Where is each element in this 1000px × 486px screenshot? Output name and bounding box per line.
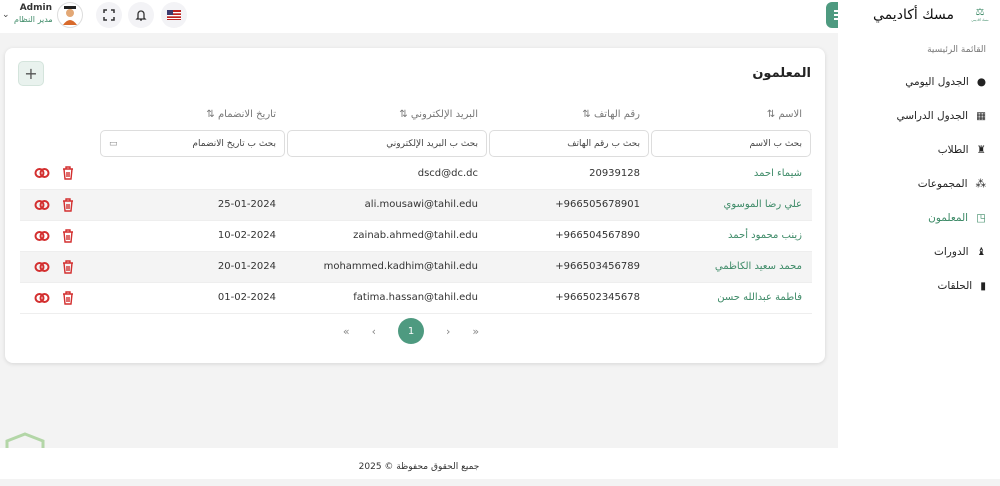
teacher-name[interactable]: محمد سعيد الكاظمي	[650, 251, 812, 283]
teacher-phone: 20939128	[488, 158, 650, 190]
toggle-status-icon[interactable]	[34, 199, 50, 211]
teacher-join-date: 25-01-2024	[99, 189, 286, 221]
sidebar-item-teachers[interactable]: ◳ المعلمون	[928, 212, 986, 224]
teacher-email: zainab.ahmed@tahil.edu	[286, 220, 488, 252]
phone-filter-input[interactable]: بحث ب رقم الهاتف	[489, 130, 649, 157]
teacher-name[interactable]: علي رضا الموسوي	[650, 189, 812, 221]
sidebar-item-courses[interactable]: ♝ الدورات	[934, 246, 986, 258]
sidebar-item-daily-schedule[interactable]: ● الجدول اليومي	[905, 76, 986, 88]
sort-icon: ⇅	[766, 109, 776, 120]
bell-icon[interactable]	[128, 2, 154, 28]
email-filter-input[interactable]: بحث ب البريد الإلكتروني	[287, 130, 487, 157]
table-row: شيماء احمد 20939128 dscd@dc.dc	[20, 158, 812, 190]
chevron-down-icon[interactable]: ⌄	[2, 10, 10, 20]
user-name: Admin	[19, 3, 52, 13]
sort-icon: ⇅	[399, 109, 408, 120]
next-page-button[interactable]: ›	[446, 324, 451, 338]
name-filter-input[interactable]: بحث ب الاسم	[651, 130, 811, 157]
teacher-email: fatima.hassan@tahil.edu	[286, 282, 488, 314]
avatar[interactable]	[57, 2, 83, 28]
student-icon: ♜	[976, 144, 986, 156]
sidebar-item-groups[interactable]: ⁂ المجموعات	[917, 178, 987, 190]
teacher-email: mohammed.kadhim@tahil.edu	[286, 251, 488, 283]
teacher-name[interactable]: فاطمة عبدالله حسن	[650, 282, 812, 314]
table-row: علي رضا الموسوي 966505678901+ ali.mousaw…	[20, 189, 812, 221]
teacher-join-date: 10-02-2024	[99, 220, 286, 252]
sidebar-item-circles[interactable]: ▮ الحلقات	[937, 280, 986, 292]
pagination: « ‹ 1 › »	[5, 318, 825, 344]
us-flag-icon[interactable]	[161, 2, 187, 28]
teachers-card: المعلمون + الاسم ⇅ رقم الهاتف ⇅ البريد ا…	[5, 48, 825, 363]
column-header-actions	[20, 100, 99, 129]
teacher-join-date: 20-01-2024	[99, 251, 286, 283]
column-header-phone[interactable]: رقم الهاتف ⇅	[582, 109, 640, 120]
prev-page-button[interactable]: ‹	[371, 324, 376, 338]
add-teacher-button[interactable]: +	[18, 61, 44, 86]
toggle-status-icon[interactable]	[34, 261, 50, 273]
door-icon: ▮	[980, 280, 986, 292]
teacher-phone: 966503456789+	[488, 251, 650, 283]
clock-icon: ●	[976, 76, 986, 88]
trash-icon[interactable]	[62, 228, 74, 243]
last-page-button[interactable]: »	[472, 324, 480, 338]
footer: جميع الحقوق محفوظة © 2025	[0, 448, 838, 479]
teacher-join-date: 01-02-2024	[99, 282, 286, 314]
sort-icon: ⇅	[206, 109, 215, 120]
teacher-phone: 966502345678+	[488, 282, 650, 314]
first-page-button[interactable]: «	[342, 324, 350, 338]
brand-name: مسك أكاديمي	[873, 7, 954, 23]
courses-icon: ♝	[976, 246, 986, 258]
top-bar: ⌄ Admin مدير النظام	[0, 0, 853, 33]
teacher-icon: ◳	[976, 212, 986, 224]
join-date-filter-input[interactable]: بحث ب تاريخ الانضمام ▭	[100, 130, 285, 157]
logo: ⚖ مسك أكاديمي	[971, 7, 989, 22]
column-header-email[interactable]: البريد الإلكتروني ⇅	[399, 109, 478, 120]
sidebar: ⚖ مسك أكاديمي مسك أكاديمي القائمة الرئيسي…	[838, 0, 1000, 479]
nav-section-title: القائمة الرئيسية	[927, 45, 986, 55]
trash-icon[interactable]	[62, 166, 74, 180]
teacher-phone: 966504567890+	[488, 220, 650, 252]
teacher-name[interactable]: شيماء احمد	[650, 158, 812, 190]
column-header-join-date[interactable]: تاريخ الانضمام ⇅	[206, 109, 276, 120]
toggle-status-icon[interactable]	[34, 167, 50, 179]
table-row: فاطمة عبدالله حسن 966502345678+ fatima.h…	[20, 282, 812, 314]
toggle-status-icon[interactable]	[34, 230, 50, 242]
trash-icon[interactable]	[62, 197, 74, 212]
users-icon: ⁂	[975, 178, 987, 190]
column-header-name[interactable]: الاسم ⇅	[766, 109, 802, 120]
toggle-status-icon[interactable]	[34, 292, 50, 304]
teacher-name[interactable]: زينب محمود أحمد	[650, 220, 812, 252]
teacher-email: dscd@dc.dc	[286, 158, 488, 190]
table-row: زينب محمود أحمد 966504567890+ zainab.ahm…	[20, 220, 812, 252]
teacher-phone: 966505678901+	[488, 189, 650, 221]
trash-icon[interactable]	[62, 259, 74, 274]
user-role: مدير النظام	[14, 15, 53, 24]
calendar-icon: ▦	[976, 110, 986, 122]
page-title: المعلمون	[752, 66, 811, 81]
sidebar-item-schedule[interactable]: ▦ الجدول الدراسي	[896, 110, 986, 122]
teacher-join-date	[99, 158, 286, 190]
teachers-table: الاسم ⇅ رقم الهاتف ⇅ البريد الإلكتروني ⇅…	[20, 100, 812, 314]
user-menu[interactable]: Admin مدير النظام	[14, 3, 53, 24]
page-1-button[interactable]: 1	[398, 318, 424, 344]
trash-icon[interactable]	[62, 290, 74, 305]
teacher-email: ali.mousawi@tahil.edu	[286, 189, 488, 221]
calendar-icon[interactable]: ▭	[109, 138, 118, 149]
copyright-text: جميع الحقوق محفوظة © 2025	[358, 462, 480, 472]
table-row: محمد سعيد الكاظمي 966503456789+ mohammed…	[20, 251, 812, 283]
sidebar-item-students[interactable]: ♜ الطلاب	[937, 144, 986, 156]
fullscreen-icon[interactable]	[96, 2, 122, 28]
sort-icon: ⇅	[582, 109, 591, 120]
